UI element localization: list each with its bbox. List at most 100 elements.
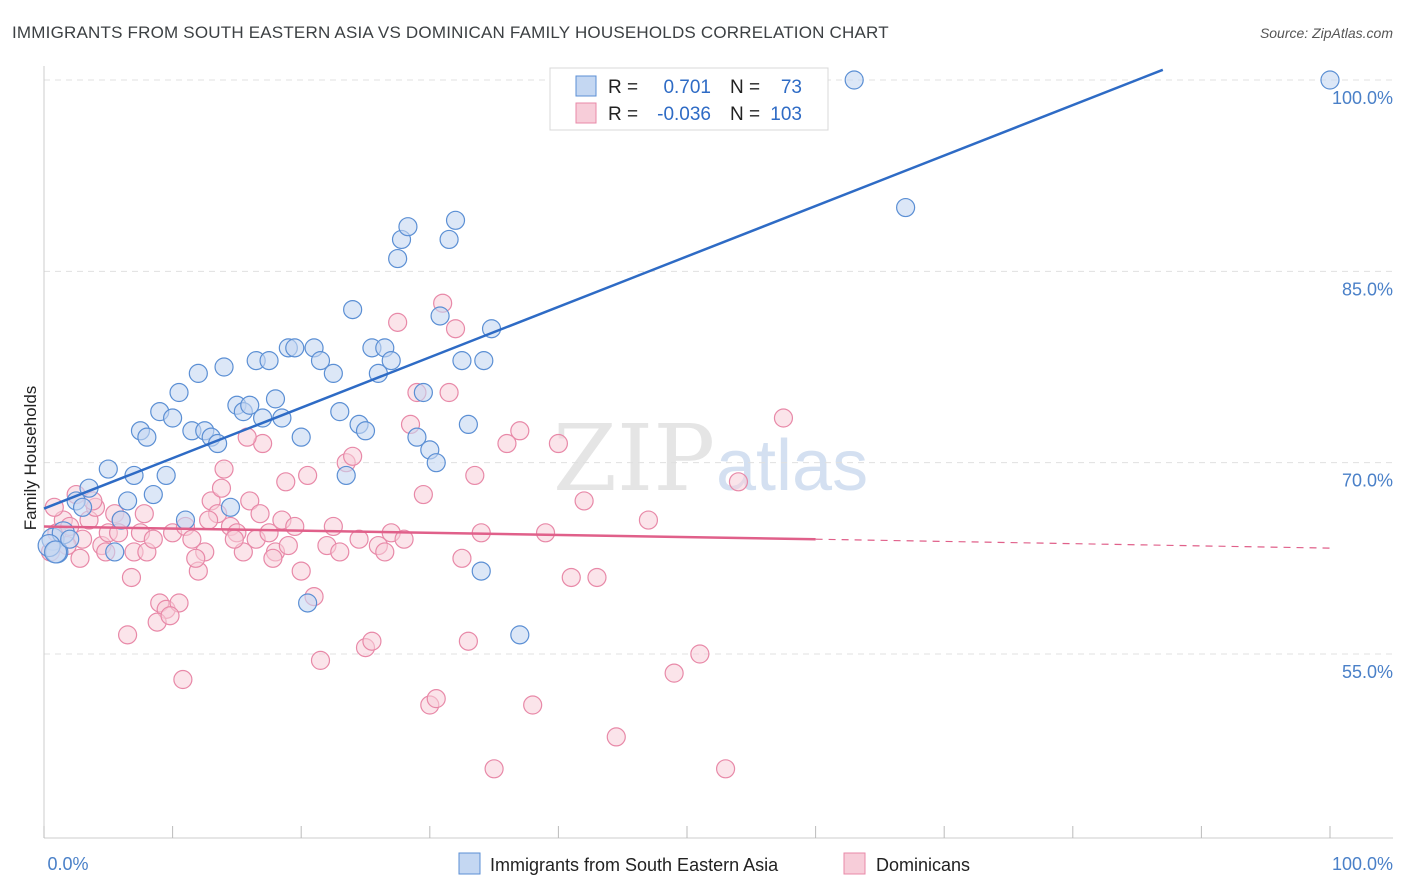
series-south-eastern-asia	[37, 70, 1340, 645]
dominicans-point-44	[323, 516, 343, 537]
south-eastern-asia-point-42	[336, 465, 356, 486]
south-eastern-asia-point-58	[439, 229, 459, 250]
south-eastern-asia-point-45	[355, 421, 376, 441]
south-eastern-asia-point-9	[117, 491, 138, 511]
south-eastern-asia-point-60	[452, 351, 472, 371]
dominicans-point-101	[263, 548, 283, 568]
south-eastern-asia-point-43	[343, 300, 363, 320]
legend-r-label-pink: R =	[608, 104, 638, 125]
south-eastern-asia-trend-line	[43, 68, 1164, 510]
dominicans-trend-line-extension	[815, 538, 1331, 549]
dominicans-point-78	[638, 510, 659, 530]
legend-box: R = 0.701 N = 73 R = -0.036 N = 103	[549, 67, 829, 131]
dominicans-point-27	[214, 459, 234, 479]
dominicans-point-16	[143, 529, 163, 549]
watermark-atlas: atlas	[716, 426, 868, 506]
dominicans-point-73	[548, 433, 569, 454]
dominicans-point-52	[375, 542, 395, 562]
south-eastern-asia-point-12	[137, 427, 157, 447]
dominicans-point-80	[690, 644, 710, 664]
bottom-legend-label-blue: Immigrants from South Eastern Asia	[490, 855, 779, 875]
x-tick-label-0: 0.0%	[47, 854, 88, 874]
legend-swatch-blue	[575, 75, 597, 97]
bottom-legend-swatch-blue	[458, 852, 481, 875]
dominicans-point-54	[388, 312, 408, 332]
south-eastern-asia-point-28	[240, 395, 260, 415]
south-eastern-asia-point-65	[510, 625, 530, 645]
dominicans-point-82	[728, 472, 749, 492]
south-eastern-asia-point-36	[291, 427, 311, 447]
series-dominicans	[40, 293, 794, 779]
south-eastern-asia-point-63	[474, 351, 494, 371]
legend-swatch-pink	[575, 102, 597, 124]
south-eastern-asia-point-54	[413, 382, 433, 403]
south-eastern-asia-point-52	[398, 217, 418, 237]
dominicans-point-91	[134, 504, 154, 524]
south-eastern-asia-point-40	[323, 363, 343, 383]
dominicans-point-37	[278, 535, 298, 556]
south-eastern-asia-point-61	[458, 414, 478, 434]
south-eastern-asia-point-32	[265, 389, 286, 409]
dominicans-point-45	[330, 542, 350, 562]
dominicans-point-31	[240, 491, 260, 511]
dominicans-point-95	[186, 548, 206, 568]
dominicans-point-12	[117, 625, 138, 645]
south-eastern-asia-point-31	[259, 351, 279, 371]
legend-r-label-blue: R =	[608, 77, 638, 98]
dominicans-point-97	[211, 478, 232, 498]
south-eastern-asia-point-67	[844, 70, 864, 90]
y-tick-label-2: 85.0%	[1342, 279, 1393, 299]
dominicans-point-96	[199, 510, 219, 530]
dominicans-trend-line	[43, 525, 816, 541]
dominicans-point-100	[250, 504, 270, 524]
y-tick-label-0: 55.0%	[1342, 662, 1393, 682]
south-eastern-asia-point-72	[60, 529, 80, 549]
south-eastern-asia-point-18	[175, 510, 196, 530]
south-eastern-asia-point-4	[72, 497, 93, 517]
dominicans-point-90	[121, 567, 142, 588]
dominicans-point-70	[510, 421, 530, 441]
legend-r-value-blue: 0.701	[663, 77, 711, 98]
legend-r-value-pink: -0.036	[657, 104, 711, 125]
y-tick-label-3: 100.0%	[1332, 88, 1393, 108]
dominicans-point-75	[574, 491, 594, 511]
dominicans-point-81	[715, 759, 736, 779]
south-eastern-asia-point-35	[285, 338, 305, 358]
south-eastern-asia-point-49	[381, 351, 401, 371]
dominicans-point-76	[587, 567, 607, 588]
dominicans-point-72	[535, 523, 556, 543]
south-eastern-asia-point-20	[188, 363, 208, 383]
x-tick-label-1: 100.0%	[1332, 854, 1393, 874]
dominicans-point-40	[298, 465, 318, 486]
dominicans-point-38	[285, 516, 305, 537]
y-axis-label: Family Households	[21, 386, 40, 531]
dominicans-point-47	[343, 446, 363, 466]
south-eastern-asia-point-16	[163, 408, 183, 428]
south-eastern-asia-point-68	[896, 197, 916, 218]
dominicans-point-39	[291, 561, 311, 581]
dominicans-point-98	[224, 529, 244, 549]
south-eastern-asia-point-56	[426, 453, 446, 473]
south-eastern-asia-point-62	[471, 561, 491, 581]
south-eastern-asia-point-24	[214, 357, 234, 377]
dominicans-point-42	[310, 650, 331, 670]
south-eastern-asia-point-8	[111, 510, 131, 530]
bottom-legend-label-pink: Dominicans	[876, 855, 970, 875]
dominicans-point-74	[561, 567, 581, 588]
dominicans-point-63	[445, 319, 466, 339]
tick-labels: 55.0% 70.0% 85.0% 100.0% 0.0% 100.0%	[47, 88, 1393, 874]
axes	[43, 66, 1393, 839]
dominicans-point-62	[439, 382, 459, 403]
south-eastern-asia-point-15	[156, 465, 176, 486]
south-eastern-asia-point-59	[445, 210, 466, 230]
dominicans-point-60	[426, 689, 446, 709]
south-eastern-asia-point-39	[310, 351, 331, 371]
gridlines	[44, 79, 1393, 655]
south-eastern-asia-point-41	[330, 402, 350, 422]
dominicans-point-22	[182, 529, 202, 549]
dominicans-point-69	[497, 433, 517, 454]
dominicans-point-34	[259, 523, 279, 543]
dominicans-point-102	[276, 472, 296, 492]
